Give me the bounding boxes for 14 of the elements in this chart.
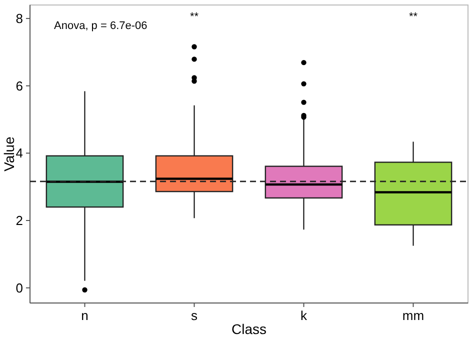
x-tick-label: s	[191, 308, 198, 323]
y-tick-label: 8	[16, 10, 23, 26]
x-tick-label: n	[81, 308, 88, 323]
annotation: **	[408, 11, 418, 23]
y-tick-label: 4	[16, 146, 23, 161]
x-tick-label: k	[300, 308, 308, 323]
y-axis-title: Value	[1, 136, 17, 172]
x-axis-title: Class	[231, 321, 267, 337]
y-tick-label: 2	[16, 213, 23, 228]
y-tick-label: 0	[16, 280, 23, 296]
y-tick-label: 6	[16, 78, 23, 94]
annotation: **	[190, 11, 200, 23]
x-tick-label: mm	[402, 308, 424, 323]
annotation: Anova, p = 6.7e-06	[54, 20, 148, 32]
